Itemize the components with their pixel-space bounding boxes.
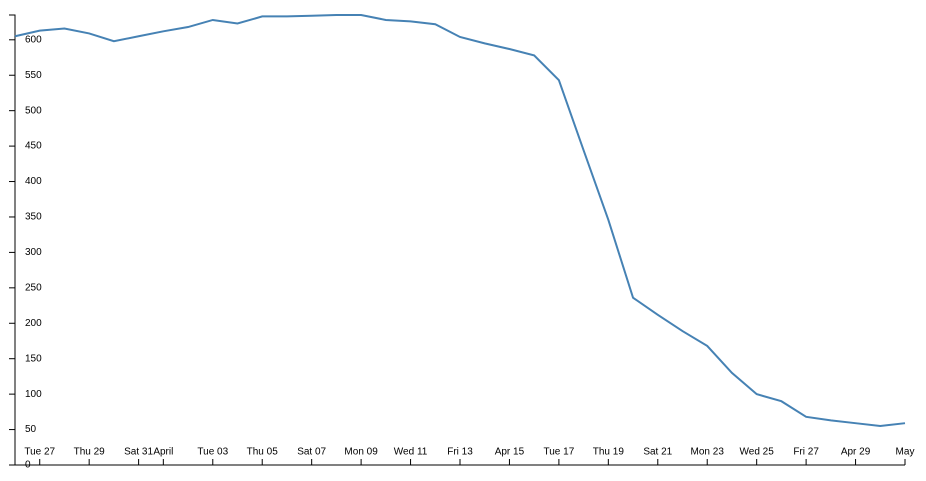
- x-tick-label: Tue 27: [24, 447, 55, 458]
- x-tick-label: Thu 05: [247, 447, 279, 458]
- y-tick-label: 550: [25, 70, 42, 81]
- x-tick-label: April: [153, 447, 173, 458]
- x-tick-label: Tue 17: [544, 447, 575, 458]
- y-tick-label: 350: [25, 212, 42, 223]
- x-tick-label: Tue 03: [197, 447, 228, 458]
- x-tick-label: Wed 11: [394, 447, 428, 458]
- x-tick-label: Thu 19: [593, 447, 625, 458]
- data-line: [14, 14, 906, 428]
- y-tick-label: 600: [25, 34, 42, 45]
- y-tick-label: 250: [25, 282, 42, 293]
- x-tick-label: May: [896, 447, 915, 458]
- y-tick-label: 200: [25, 318, 42, 329]
- y-tick-label: 50: [25, 424, 37, 435]
- x-tick-label: Fri 13: [447, 447, 473, 458]
- x-tick-label: Mon 23: [691, 447, 725, 458]
- x-tick-label: Sat 31: [124, 447, 153, 458]
- y-tick-label: 100: [25, 389, 42, 400]
- x-tick-label: Sat 07: [297, 447, 326, 458]
- y-axis: [9, 14, 16, 466]
- y-tick-label: 500: [25, 105, 42, 116]
- x-tick-label: Fri 27: [793, 447, 819, 458]
- x-tick-label: Mon 09: [344, 447, 378, 458]
- y-tick-label: 300: [25, 247, 42, 258]
- x-tick-label: Sat 21: [643, 447, 672, 458]
- y-tick-label: 0: [25, 460, 31, 471]
- x-tick-label: Thu 29: [74, 447, 106, 458]
- x-tick-label: Apr 29: [841, 447, 871, 458]
- x-tick-label: Apr 15: [495, 447, 525, 458]
- y-tick-label: 450: [25, 141, 42, 152]
- y-tick-label: 150: [25, 353, 42, 364]
- x-tick-label: Wed 25: [740, 447, 775, 458]
- y-tick-label: 400: [25, 176, 42, 187]
